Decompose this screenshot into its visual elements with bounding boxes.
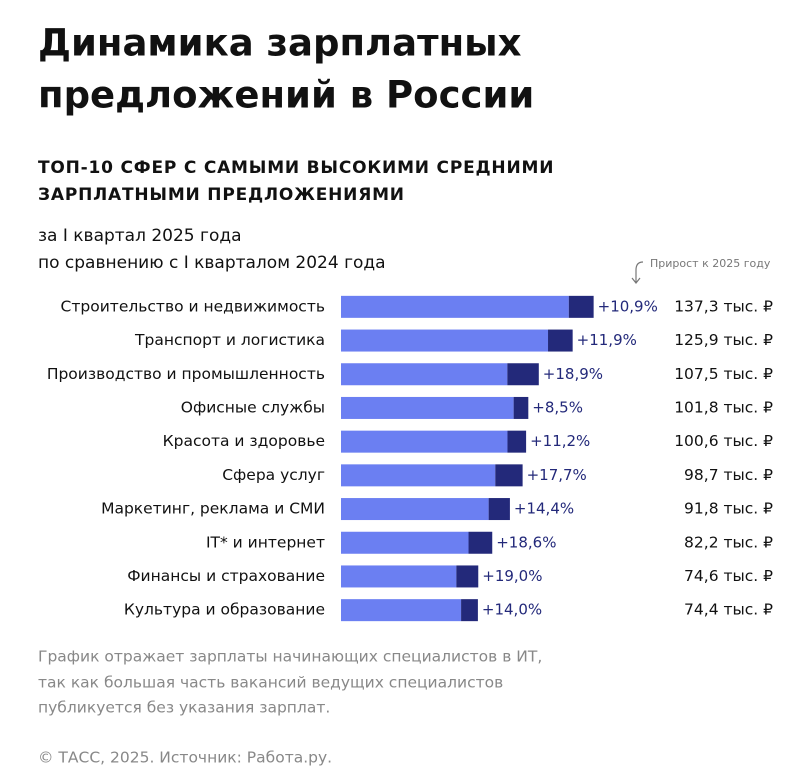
annotation-arrow	[631, 261, 644, 284]
source: © ТАСС, 2025. Источник: Работа.ру.	[38, 749, 332, 767]
growth-bar	[548, 329, 573, 352]
bar	[341, 498, 489, 521]
value-label: 100,6 тыс. ₽	[674, 432, 773, 450]
value-label: 91,8 тыс. ₽	[684, 500, 773, 518]
category-label: Красота и здоровье	[163, 432, 325, 450]
growth-label: +19,0%	[482, 567, 542, 585]
note: публикуется без указания зарплат.	[38, 699, 330, 717]
chart-title: Динамика зарплатных	[38, 22, 522, 65]
period: по сравнению с I кварталом 2024 года	[38, 253, 386, 273]
value-label: 137,3 тыс. ₽	[674, 297, 773, 315]
bar	[341, 396, 514, 419]
category-label: Строительство и недвижимость	[61, 297, 325, 315]
value-label: 107,5 тыс. ₽	[674, 365, 773, 383]
subtitle: ТОП-10 СФЕР С САМЫМИ ВЫСОКИМИ СРЕДНИМИ	[38, 158, 554, 178]
growth-bar	[456, 565, 479, 588]
growth-bar	[568, 295, 594, 318]
growth-label: +17,7%	[527, 466, 587, 484]
growth-bar	[461, 599, 478, 622]
growth-bar	[488, 498, 510, 521]
growth-bar	[495, 464, 523, 487]
bar	[341, 363, 508, 386]
category-label: IT* и интернет	[206, 533, 325, 551]
growth-label: +18,6%	[496, 533, 556, 551]
category-label: Сфера услуг	[222, 466, 325, 484]
growth-bar	[468, 531, 493, 554]
chart-title: предложений в России	[38, 74, 534, 117]
value-label: 98,7 тыс. ₽	[684, 466, 773, 484]
bar	[341, 464, 496, 487]
growth-label: +8,5%	[532, 398, 583, 416]
bar	[341, 565, 457, 588]
note: так как большая часть вакансий ведущих с…	[38, 674, 503, 692]
bar	[341, 599, 462, 622]
note: График отражает зарплаты начинающих спец…	[38, 648, 542, 666]
category-label: Производство и промышленность	[47, 365, 325, 383]
category-label: Офисные службы	[181, 398, 325, 416]
growth-bar	[507, 363, 539, 386]
growth-label: +18,9%	[543, 365, 603, 383]
bar	[341, 329, 549, 352]
bar	[341, 430, 508, 453]
growth-label: +14,4%	[514, 500, 574, 518]
bar	[341, 295, 569, 318]
growth-label: +11,2%	[530, 432, 590, 450]
value-label: 101,8 тыс. ₽	[674, 398, 773, 416]
category-label: Культура и образование	[124, 601, 325, 619]
value-label: 74,4 тыс. ₽	[684, 601, 773, 619]
category-label: Транспорт и логистика	[134, 331, 325, 349]
growth-bar	[513, 396, 529, 419]
annotation: Прирост к 2025 году	[650, 257, 771, 270]
value-label: 82,2 тыс. ₽	[684, 533, 773, 551]
growth-label: +11,9%	[577, 331, 637, 349]
category-label: Маркетинг, реклама и СМИ	[101, 500, 325, 518]
growth-bar	[507, 430, 527, 453]
growth-label: +14,0%	[482, 601, 542, 619]
growth-label: +10,9%	[598, 297, 658, 315]
category-label: Финансы и страхование	[127, 567, 325, 585]
value-label: 125,9 тыс. ₽	[674, 331, 773, 349]
bar	[341, 531, 469, 554]
subtitle: ЗАРПЛАТНЫМИ ПРЕДЛОЖЕНИЯМИ	[38, 185, 405, 205]
period: за I квартал 2025 года	[38, 226, 242, 246]
value-label: 74,6 тыс. ₽	[684, 567, 773, 585]
